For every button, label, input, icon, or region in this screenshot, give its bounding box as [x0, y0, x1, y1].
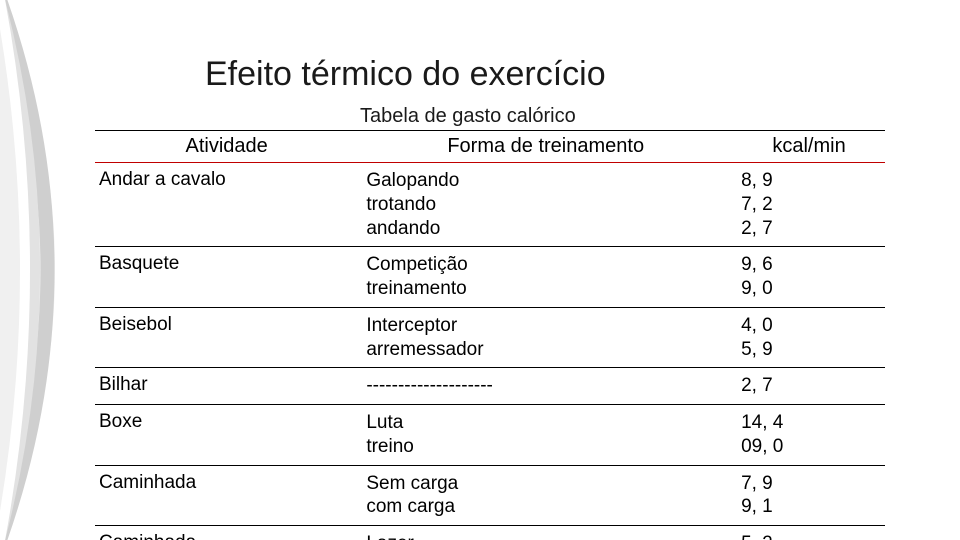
- cell-kcal: 5, 2: [733, 526, 885, 540]
- cell-form: --------------------: [358, 368, 733, 405]
- cell-form: Lutatreino: [358, 405, 733, 466]
- kcal-line: 14, 4: [741, 411, 877, 435]
- slide-title: Efeito térmico do exercício: [205, 55, 606, 94]
- table-row: Caminhada Lazer 5, 2: [95, 526, 885, 540]
- table-header-row: Atividade Forma de treinamento kcal/min: [95, 131, 885, 163]
- cell-activity: Caminhada: [95, 526, 358, 540]
- table-row: CaminhadaSem cargacom carga7, 99, 1: [95, 465, 885, 526]
- kcal-line: 9, 6: [741, 253, 877, 277]
- calorie-table: Atividade Forma de treinamento kcal/min …: [95, 130, 885, 540]
- form-line: trotando: [366, 193, 725, 217]
- kcal-line: 9, 1: [741, 495, 877, 519]
- cell-kcal: 9, 69, 0: [733, 247, 885, 308]
- slide-content: Efeito térmico do exercício Tabela de ga…: [0, 0, 960, 540]
- kcal-line: 5, 2: [741, 532, 877, 540]
- form-line: treinamento: [366, 277, 725, 301]
- kcal-line: 4, 0: [741, 314, 877, 338]
- form-line: Lazer: [366, 532, 725, 540]
- form-line: Sem carga: [366, 472, 725, 496]
- form-line: --------------------: [366, 374, 725, 398]
- kcal-line: 7, 9: [741, 472, 877, 496]
- cell-form: Galopandotrotandoandando: [358, 163, 733, 247]
- form-line: andando: [366, 217, 725, 241]
- cell-activity: Caminhada: [95, 465, 358, 526]
- col-header-activity: Atividade: [95, 131, 358, 163]
- form-line: treino: [366, 435, 725, 459]
- calorie-table-wrap: Atividade Forma de treinamento kcal/min …: [95, 130, 885, 540]
- kcal-line: 5, 9: [741, 338, 877, 362]
- form-line: Luta: [366, 411, 725, 435]
- form-line: Competição: [366, 253, 725, 277]
- cell-kcal: 7, 99, 1: [733, 465, 885, 526]
- kcal-line: 09, 0: [741, 435, 877, 459]
- cell-activity: Andar a cavalo: [95, 163, 358, 247]
- table-row: BeisebolInterceptorarremessador4, 05, 9: [95, 307, 885, 368]
- kcal-line: 8, 9: [741, 169, 877, 193]
- kcal-line: 2, 7: [741, 374, 877, 398]
- cell-kcal: 2, 7: [733, 368, 885, 405]
- cell-activity: Bilhar: [95, 368, 358, 405]
- cell-kcal: 8, 97, 22, 7: [733, 163, 885, 247]
- cell-kcal: 4, 05, 9: [733, 307, 885, 368]
- cell-form: Interceptorarremessador: [358, 307, 733, 368]
- form-line: arremessador: [366, 338, 725, 362]
- form-line: Galopando: [366, 169, 725, 193]
- form-line: com carga: [366, 495, 725, 519]
- kcal-line: 9, 0: [741, 277, 877, 301]
- cell-form: Sem cargacom carga: [358, 465, 733, 526]
- cell-form: Lazer: [358, 526, 733, 540]
- form-line: Interceptor: [366, 314, 725, 338]
- cell-form: Competiçãotreinamento: [358, 247, 733, 308]
- kcal-line: 2, 7: [741, 217, 877, 241]
- table-row: BoxeLutatreino14, 409, 0: [95, 405, 885, 466]
- table-row: BasqueteCompetiçãotreinamento9, 69, 0: [95, 247, 885, 308]
- col-header-kcal: kcal/min: [733, 131, 885, 163]
- table-row: Andar a cavaloGalopandotrotandoandando8,…: [95, 163, 885, 247]
- cell-activity: Beisebol: [95, 307, 358, 368]
- table-row: Bilhar -------------------- 2, 7: [95, 368, 885, 405]
- cell-activity: Boxe: [95, 405, 358, 466]
- table-caption: Tabela de gasto calórico: [360, 105, 576, 128]
- kcal-line: 7, 2: [741, 193, 877, 217]
- cell-activity: Basquete: [95, 247, 358, 308]
- cell-kcal: 14, 409, 0: [733, 405, 885, 466]
- table-body: Andar a cavaloGalopandotrotandoandando8,…: [95, 163, 885, 540]
- col-header-form: Forma de treinamento: [358, 131, 733, 163]
